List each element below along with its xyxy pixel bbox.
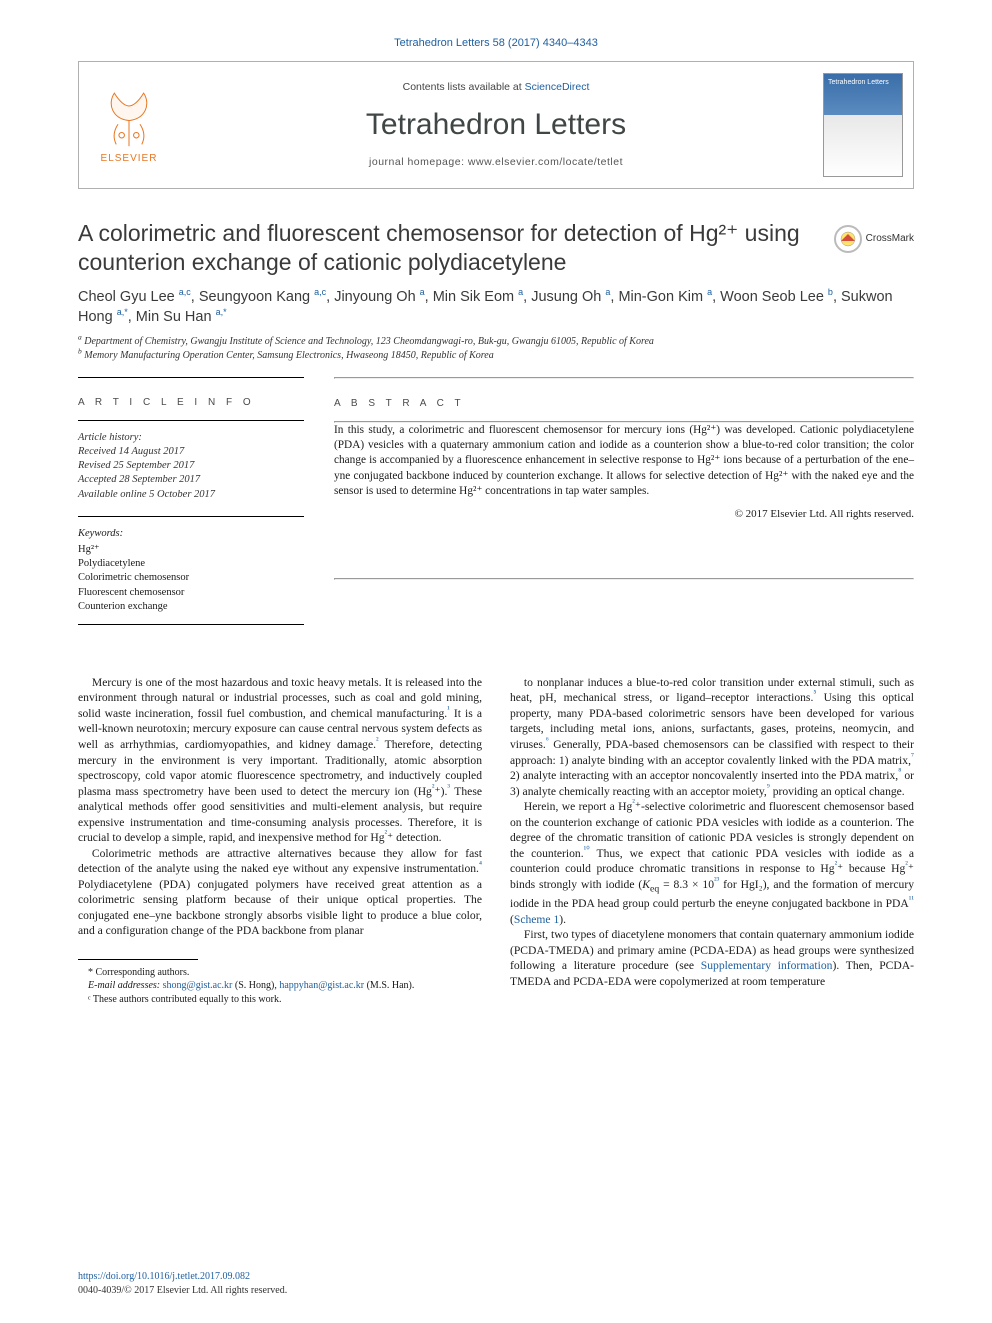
affiliation-a: a Department of Chemistry, Gwangju Insti… — [78, 335, 914, 349]
body-p1: Mercury is one of the most hazardous and… — [78, 675, 482, 846]
journal-name: Tetrahedron Letters — [366, 105, 626, 146]
fn-email-2-who: (M.S. Han). — [367, 980, 415, 991]
fn-email-1[interactable]: shong@gist.ac.kr — [163, 980, 233, 991]
abstract-copyright: © 2017 Elsevier Ltd. All rights reserved… — [334, 507, 914, 522]
article-info-column: A R T I C L E I N F O Article history: R… — [78, 377, 304, 634]
article-title: A colorimetric and fluorescent chemosens… — [78, 219, 824, 277]
homepage-prefix: journal homepage: — [369, 156, 468, 168]
abstract-head: A B S T R A C T — [334, 397, 914, 411]
abstract-column: A B S T R A C T In this study, a colorim… — [334, 377, 914, 634]
keywords-head: Keywords: — [78, 527, 304, 541]
body-p2: Colorimetric methods are attractive alte… — [78, 846, 482, 939]
footnotes: * Corresponding authors. E-mail addresse… — [78, 966, 482, 1007]
divider — [78, 624, 304, 625]
keyword-item: Counterion exchange — [78, 600, 304, 614]
affiliations: a Department of Chemistry, Gwangju Insti… — [78, 335, 914, 363]
divider — [78, 377, 304, 378]
journal-reference: Tetrahedron Letters 58 (2017) 4340–4343 — [78, 36, 914, 51]
crossmark-icon — [834, 225, 862, 253]
body-p5: First, two types of diacetylene monomers… — [510, 927, 914, 989]
history-received: Received 14 August 2017 — [78, 445, 304, 459]
footnotes-rule — [78, 959, 198, 960]
masthead-center: Contents lists available at ScienceDirec… — [179, 62, 813, 188]
article-history: Article history: Received 14 August 2017… — [78, 431, 304, 502]
journal-homepage-line: journal homepage: www.elsevier.com/locat… — [369, 155, 623, 169]
keywords-list: Hg²⁺PolydiacetyleneColorimetric chemosen… — [78, 543, 304, 614]
fn-equal-contrib: ᶜ These authors contributed equally to t… — [78, 993, 482, 1007]
keyword-item: Polydiacetylene — [78, 557, 304, 571]
doi-link[interactable]: https://doi.org/10.1016/j.tetlet.2017.09… — [78, 1271, 250, 1282]
sciencedirect-link[interactable]: ScienceDirect — [525, 81, 590, 93]
divider — [334, 377, 914, 379]
history-head: Article history: — [78, 431, 304, 445]
abstract-text: In this study, a colorimetric and fluore… — [334, 423, 914, 499]
fn-email-2[interactable]: happyhan@gist.ac.kr — [279, 980, 364, 991]
keyword-item: Fluorescent chemosensor — [78, 586, 304, 600]
body-p3: to nonplanar induces a blue-to-red color… — [510, 675, 914, 799]
journal-cover-thumbnail: Tetrahedron Letters — [823, 73, 903, 177]
divider — [78, 516, 304, 517]
journal-cover-block: Tetrahedron Letters — [813, 62, 913, 188]
fn-emails: E-mail addresses: shong@gist.ac.kr (S. H… — [78, 979, 482, 993]
keyword-item: Colorimetric chemosensor — [78, 571, 304, 585]
contents-available-line: Contents lists available at ScienceDirec… — [403, 80, 590, 94]
crossmark-label: CrossMark — [866, 232, 914, 246]
fn-email-1-who: (S. Hong), — [235, 980, 277, 991]
divider — [78, 420, 304, 421]
cover-title: Tetrahedron Letters — [828, 78, 898, 87]
keyword-item: Hg²⁺ — [78, 543, 304, 557]
article-info-head: A R T I C L E I N F O — [78, 396, 304, 410]
footer-bar: https://doi.org/10.1016/j.tetlet.2017.09… — [78, 1270, 914, 1297]
history-online: Available online 5 October 2017 — [78, 488, 304, 502]
history-accepted: Accepted 28 September 2017 — [78, 473, 304, 487]
masthead: ELSEVIER Contents lists available at Sci… — [78, 61, 914, 189]
crossmark-widget[interactable]: CrossMark — [834, 225, 914, 253]
affiliation-b: b Memory Manufacturing Operation Center,… — [78, 349, 914, 363]
publisher-logo-block: ELSEVIER — [79, 62, 179, 188]
body-p4: Herein, we report a Hg²⁺-selective color… — [510, 799, 914, 927]
elsevier-tree-icon — [100, 84, 158, 148]
author-list: Cheol Gyu Lee a,c, Seungyoon Kang a,c, J… — [78, 288, 914, 327]
publisher-name: ELSEVIER — [101, 152, 158, 166]
body-text: Mercury is one of the most hazardous and… — [78, 675, 914, 1007]
issn-copyright: 0040-4039/© 2017 Elsevier Ltd. All right… — [78, 1285, 287, 1296]
fn-email-label: E-mail addresses: — [88, 980, 160, 991]
contents-prefix: Contents lists available at — [403, 81, 525, 93]
homepage-url[interactable]: www.elsevier.com/locate/tetlet — [468, 156, 623, 168]
fn-corresponding: * Corresponding authors. — [78, 966, 482, 980]
divider — [334, 578, 914, 580]
history-revised: Revised 25 September 2017 — [78, 459, 304, 473]
